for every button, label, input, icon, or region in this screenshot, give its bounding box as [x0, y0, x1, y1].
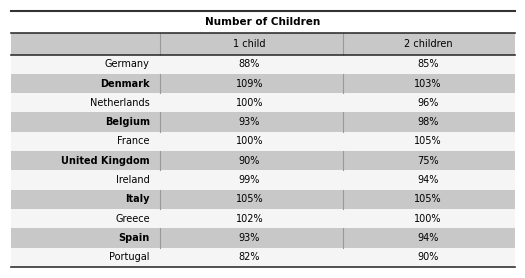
Text: 103%: 103% — [414, 79, 442, 89]
Bar — [10, 151, 514, 170]
Text: 93%: 93% — [239, 117, 260, 127]
Text: 90%: 90% — [417, 252, 438, 262]
Bar — [10, 170, 514, 190]
Text: Greece: Greece — [115, 214, 150, 224]
Text: 100%: 100% — [236, 98, 263, 108]
Text: 105%: 105% — [414, 194, 442, 204]
Text: 98%: 98% — [417, 117, 438, 127]
Bar — [10, 33, 514, 54]
Bar — [10, 132, 514, 151]
Text: 2 children: 2 children — [404, 39, 452, 49]
Text: 82%: 82% — [239, 252, 260, 262]
Text: Italy: Italy — [125, 194, 150, 204]
Text: 100%: 100% — [414, 214, 442, 224]
Text: Belgium: Belgium — [104, 117, 150, 127]
Text: 105%: 105% — [236, 194, 263, 204]
Bar — [10, 11, 514, 33]
Text: Denmark: Denmark — [100, 79, 150, 89]
Text: 1 child: 1 child — [233, 39, 266, 49]
Text: 96%: 96% — [417, 98, 438, 108]
Bar — [10, 74, 514, 93]
Text: Netherlands: Netherlands — [90, 98, 150, 108]
Text: 99%: 99% — [239, 175, 260, 185]
Bar — [10, 248, 514, 267]
Text: 75%: 75% — [417, 156, 439, 166]
Text: Germany: Germany — [105, 59, 150, 69]
Text: Spain: Spain — [118, 233, 150, 243]
Text: 88%: 88% — [239, 59, 260, 69]
Text: Number of Children: Number of Children — [205, 17, 320, 27]
Text: 90%: 90% — [239, 156, 260, 166]
Bar — [10, 54, 514, 74]
Bar — [10, 228, 514, 248]
Text: United Kingdom: United Kingdom — [61, 156, 150, 166]
Text: 109%: 109% — [236, 79, 263, 89]
Text: France: France — [117, 136, 150, 147]
Text: Portugal: Portugal — [109, 252, 150, 262]
Text: 94%: 94% — [417, 175, 438, 185]
Bar — [10, 190, 514, 209]
Bar — [10, 113, 514, 132]
Text: 105%: 105% — [414, 136, 442, 147]
Bar — [10, 209, 514, 228]
Text: 93%: 93% — [239, 233, 260, 243]
Text: 100%: 100% — [236, 136, 263, 147]
Text: 102%: 102% — [236, 214, 263, 224]
Bar — [10, 93, 514, 113]
Text: 85%: 85% — [417, 59, 438, 69]
Text: 94%: 94% — [417, 233, 438, 243]
Text: Ireland: Ireland — [116, 175, 150, 185]
